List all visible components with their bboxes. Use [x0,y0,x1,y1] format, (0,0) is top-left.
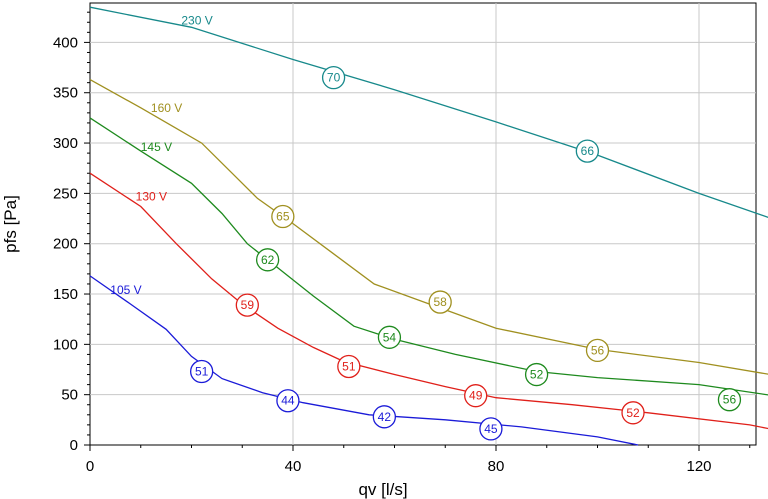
marker-label: 45 [484,422,498,436]
efficiency-marker: 65 [271,204,295,229]
axes: 0408012016020024005010015020025030035040… [53,11,751,475]
y-tick-label: 300 [53,135,78,152]
marker-circle [321,65,346,90]
efficiency-marker: 56 [585,338,610,363]
x-tick-label: 120 [686,458,711,475]
marker-label: 65 [276,210,290,224]
y-tick-label: 0 [70,437,78,454]
curve-voltage-label: 160 V [151,101,182,115]
marker-label: 51 [195,365,209,379]
x-tick-label: 80 [488,458,505,475]
marker-label: 58 [433,295,447,309]
curve-voltage-label: 105 V [110,283,141,297]
marker-circle [479,417,503,441]
x-tick-label: 0 [86,458,94,475]
marker-circle [276,389,300,413]
efficiency-marker: 52 [524,362,549,387]
x-axis-title: qv [l/s] [358,480,407,499]
efficiency-marker: 42 [372,405,397,429]
marker-label: 49 [469,389,483,403]
y-tick-label: 150 [53,286,78,303]
marker-circle [575,139,599,163]
marker-circle [717,388,742,412]
efficiency-marker: 45 [479,417,503,441]
marker-label: 62 [261,253,275,267]
marker-label: 56 [591,343,605,357]
marker-label: 52 [530,368,544,382]
x-tick-label: 40 [285,458,302,475]
marker-label: 51 [342,359,356,373]
marker-label: 44 [281,394,295,408]
marker-label: 54 [383,330,397,344]
marker-label: 70 [327,71,341,85]
marker-circle [372,405,397,429]
marker-circle [255,248,280,272]
marker-label: 59 [241,298,255,312]
marker-circle [271,204,295,229]
marker-label: 66 [581,144,595,158]
marker-label: 52 [626,406,640,420]
marker-circle [621,401,645,425]
y-tick-label: 100 [53,336,78,353]
efficiency-marker: 58 [428,290,452,314]
marker-circle [235,293,259,317]
marker-circle [337,354,361,379]
efficiency-marker: 70 [321,65,346,90]
marker-circle [585,338,610,363]
efficiency-marker: 66 [575,139,599,163]
grid [90,3,756,445]
plot-area [89,2,757,446]
efficiency-marker: 49 [464,384,488,408]
marker-circle [428,290,452,314]
marker-circle [524,362,549,387]
y-tick-label: 200 [53,236,78,253]
marker-circle [189,359,214,384]
curve-voltage-label: 130 V [136,189,167,203]
marker-label: 56 [723,393,737,407]
efficiency-markers: 7066656665585659625452565951495251444245 [189,65,742,441]
efficiency-marker: 54 [377,325,402,349]
curve-145v [89,117,768,396]
curve-voltage-label: 145 V [141,140,172,154]
efficiency-marker: 56 [717,388,742,412]
efficiency-marker: 62 [255,248,280,272]
y-tick-label: 50 [61,387,78,404]
curve-230v [89,6,768,219]
efficiency-marker: 59 [235,293,259,317]
marker-circle [464,384,488,408]
marker-label: 42 [378,410,392,424]
curve-voltage-label: 230 V [181,13,212,27]
efficiency-marker: 51 [189,359,214,384]
y-tick-label: 250 [53,185,78,202]
efficiency-marker: 52 [621,401,645,425]
y-tick-label: 400 [53,34,78,51]
efficiency-marker: 44 [276,389,300,413]
curve-160v [89,79,768,375]
marker-circle [377,325,402,349]
efficiency-marker: 51 [337,354,361,379]
y-tick-label: 350 [53,85,78,102]
curve-labels: 230 V 160 V 145 V 130 V 105 V [110,13,212,297]
y-axis-title: pfs [Pa] [1,195,20,253]
